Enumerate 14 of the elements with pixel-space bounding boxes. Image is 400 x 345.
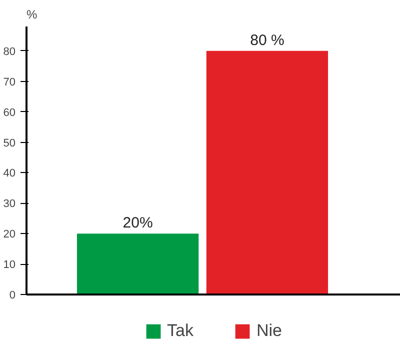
y-tick-label: 80	[3, 46, 16, 58]
y-tick-label: 30	[3, 198, 16, 210]
y-axis-title: %	[26, 8, 38, 22]
y-tick-label: 40	[3, 168, 16, 180]
y-tick-label: 0	[9, 290, 16, 302]
data-label: 80 %	[250, 32, 284, 49]
data-label: 20%	[122, 214, 153, 232]
y-tick-label: 50	[3, 137, 16, 150]
y-tick-label: 70	[3, 76, 16, 88]
y-tick-label: 60	[3, 106, 16, 119]
legend-label: Nie	[256, 321, 282, 341]
y-tick-label: 20	[3, 228, 16, 241]
y-tick-label: 10	[3, 259, 16, 272]
legend-label: Tak	[167, 321, 194, 341]
